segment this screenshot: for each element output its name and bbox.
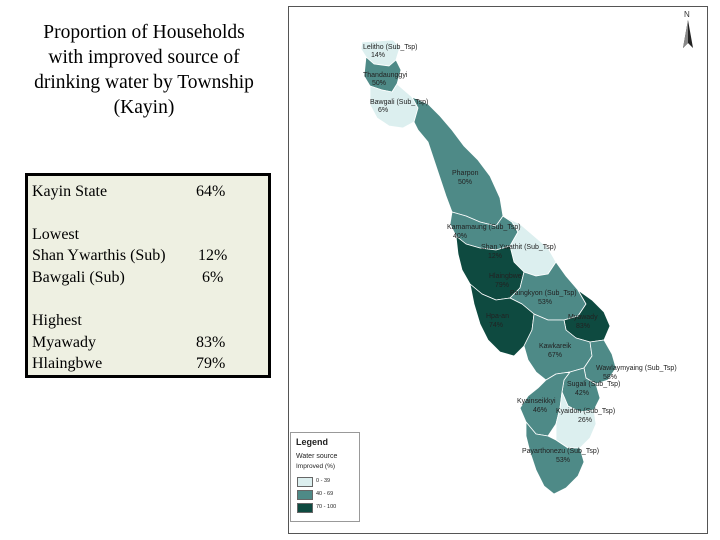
page-title: Proportion of Households with improved s… [2, 20, 286, 120]
legend: Legend Water source Improved (%) 0 - 39 … [290, 432, 360, 522]
legend-subtitle: Water source [296, 453, 338, 460]
lowest-item-value: 6% [202, 269, 224, 286]
tsp-name: Kyaidon (Sub_Tsp) [556, 408, 615, 415]
tsp-value: 50% [372, 80, 386, 87]
tsp-name: Kyainseikkyi [517, 398, 556, 405]
tsp-name: Payarthonezu (Sub_Tsp) [522, 448, 599, 455]
tsp-value: 53% [556, 457, 570, 464]
tsp-value: 26% [578, 417, 592, 424]
lowest-heading: Lowest [32, 226, 80, 243]
tsp-name: Wawlaymyaing (Sub_Tsp) [596, 365, 677, 372]
tsp-name: Kamamaung (Sub_Tsp) [447, 224, 521, 231]
highest-item-value: 83% [196, 334, 226, 351]
north-label: N [684, 10, 690, 19]
tsp-value: 58% [603, 374, 617, 381]
north-arrow: N [680, 10, 696, 50]
tsp-value: 42% [575, 390, 589, 397]
region-payarthonezu [525, 421, 585, 495]
tsp-name: Paingkyon (Sub_Tsp) [510, 290, 577, 297]
tsp-value: 53% [538, 299, 552, 306]
tsp-name: Hpa-an [486, 313, 509, 320]
tsp-name: Shan Ywathit (Sub_Tsp) [481, 244, 556, 251]
lowest-item-name: Shan Ywarthis (Sub) [32, 247, 166, 264]
legend-swatch [297, 490, 313, 500]
legend-unit: Improved (%) [296, 463, 336, 470]
legend-swatch [297, 503, 313, 513]
tsp-value: 12% [488, 253, 502, 260]
tsp-name: Thandaunggyi [363, 72, 408, 79]
north-arrow-icon [683, 20, 693, 48]
tsp-name: Hlaingbwe [489, 273, 522, 280]
tsp-name: Kawkareik [539, 343, 572, 350]
state-label: Kayin State [32, 183, 108, 200]
title-line: Proportion of Households [43, 22, 245, 43]
region-kyaidon [555, 391, 597, 449]
legend-label: 40 - 69 [316, 491, 334, 497]
tsp-name: Lelitho (Sub_Tsp) [363, 44, 417, 51]
tsp-name: Myawady [568, 314, 598, 321]
tsp-name: Sugali (Sub_Tsp) [567, 381, 620, 388]
tsp-value: 83% [576, 323, 590, 330]
lowest-item-name: Bawgali (Sub) [32, 269, 125, 286]
tsp-name: Pharpon [452, 170, 479, 177]
tsp-name: Bawgali (Sub_Tsp) [370, 99, 428, 106]
state-value: 64% [196, 183, 226, 200]
region-wawlaymyaing [583, 339, 617, 385]
tsp-value: 67% [548, 352, 562, 359]
lowest-item-value: 12% [198, 247, 228, 264]
region-bawgali [369, 83, 419, 129]
highest-heading: Highest [32, 312, 82, 329]
highest-item-name: Myawady [32, 334, 96, 351]
title-line: (Kayin) [113, 97, 175, 118]
tsp-value: 14% [371, 52, 385, 59]
legend-swatch [297, 477, 313, 487]
title-line: with improved source of [48, 47, 240, 68]
tsp-value: 74% [489, 322, 503, 329]
highest-item-name: Hlaingbwe [32, 355, 103, 372]
region-pharpon [411, 96, 504, 227]
title-line: drinking water by Township [34, 72, 254, 93]
region-kyainseikkyi [519, 371, 571, 437]
tsp-value: 40% [453, 233, 467, 240]
tsp-value: 79% [495, 282, 509, 289]
legend-title: Legend [296, 437, 329, 447]
legend-label: 70 - 100 [316, 504, 337, 510]
legend-label: 0 - 39 [316, 478, 331, 484]
stats-box: Kayin State 64% Lowest Shan Ywarthis (Su… [25, 173, 271, 378]
tsp-value: 50% [458, 179, 472, 186]
highest-item-value: 79% [196, 355, 226, 372]
tsp-value: 46% [533, 407, 547, 414]
tsp-value: 6% [378, 107, 388, 114]
